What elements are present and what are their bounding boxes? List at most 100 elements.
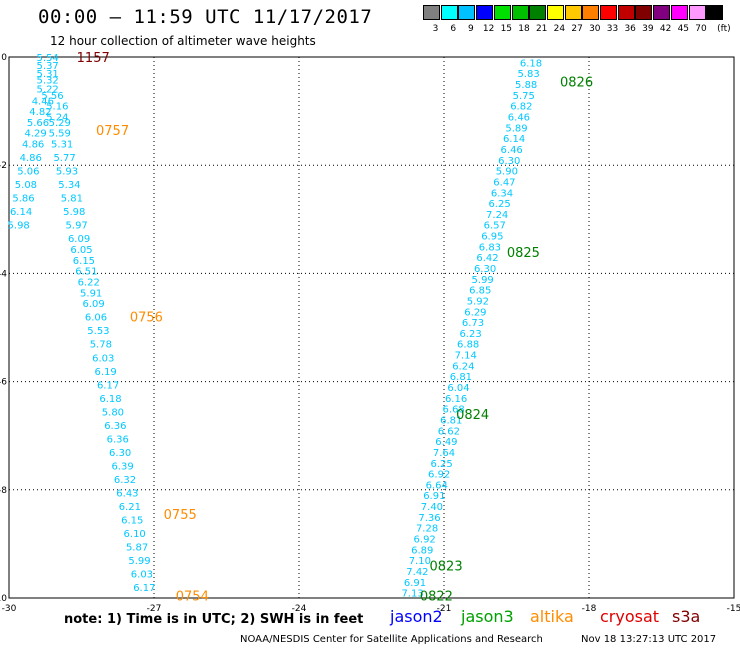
legend-label: 33: [606, 24, 619, 34]
swh-value-label: 6.21: [119, 502, 141, 513]
legend-label: 70: [695, 24, 707, 34]
swh-value-label: 5.93: [56, 167, 78, 178]
swh-value-label: 5.87: [126, 543, 148, 554]
swh-value-label: 6.23: [459, 329, 481, 340]
legend-swatch: [600, 5, 617, 20]
swh-value-label: 6.95: [481, 232, 503, 243]
swh-value-label: 5.75: [513, 91, 535, 102]
swh-value-label: 5.83: [517, 69, 539, 80]
swh-value-label: 7.28: [416, 524, 438, 535]
swh-value-label: 5.86: [12, 194, 34, 205]
swh-value-label: 6.06: [85, 313, 107, 324]
legend-swatch: [617, 5, 635, 20]
swh-value-label: 5.34: [58, 180, 80, 191]
swh-value-label: 6.42: [476, 253, 498, 264]
swh-value-label: 5.06: [17, 167, 39, 178]
swh-value-label: 6.83: [479, 242, 501, 253]
track-time-label: 0756: [130, 311, 163, 326]
swh-value-label: 7.40: [421, 502, 443, 513]
swh-value-label: 6.92: [428, 470, 450, 481]
swh-value-label: 6.36: [104, 421, 126, 432]
legend-label: 15: [500, 24, 513, 34]
swh-value-label: 6.22: [78, 278, 100, 289]
swh-value-label: 6.92: [414, 534, 436, 545]
swh-value-label: 6.39: [111, 461, 133, 472]
swh-value-label: 5.66: [27, 118, 49, 129]
swh-value-label: 6.19: [95, 367, 117, 378]
legend-label: 39: [642, 24, 654, 34]
lon-tick-label: -30: [2, 604, 17, 614]
legend-label: 24: [553, 24, 566, 34]
credit-text: NOAA/NESDIS Center for Satellite Applica…: [240, 634, 543, 645]
swh-value-label: 5.29: [49, 118, 71, 129]
satellite-name: jason2: [390, 607, 443, 626]
legend-swatch: [511, 5, 529, 20]
swh-value-label: 7.42: [406, 567, 428, 578]
legend-label: 21: [535, 24, 548, 34]
swh-value-label: 5.56: [41, 91, 63, 102]
legend-label: 30: [589, 24, 601, 34]
swh-value-label: 6.15: [121, 516, 143, 527]
swh-value-label: 5.08: [15, 180, 37, 191]
legend-swatch: [458, 5, 476, 20]
swh-value-label: 5.78: [90, 340, 112, 351]
swh-value-label: 6.91: [423, 491, 445, 502]
swh-value-label: 5.80: [102, 407, 124, 418]
generated-timestamp: Nov 18 13:27:13 UTC 2017: [581, 634, 717, 645]
swh-value-label: 6.17: [133, 583, 155, 594]
swh-value-label: 5.97: [66, 221, 88, 232]
swh-value-label: 6.09: [82, 299, 104, 310]
swh-value-label: 6.25: [430, 459, 452, 470]
swh-value-label: 6.57: [484, 221, 506, 232]
swh-value-label: 6.03: [131, 570, 153, 581]
swh-value-label: 6.82: [510, 102, 532, 113]
swh-value-label: 6.32: [114, 475, 136, 486]
swh-value-label: 7.36: [418, 513, 440, 524]
swh-value-label: 4.86: [20, 153, 42, 164]
track-time-label: 0757: [96, 124, 129, 139]
legend-label: 18: [518, 24, 530, 34]
swh-value-label: 5.81: [61, 194, 83, 205]
swh-value-label: 5.98: [63, 207, 85, 218]
legend-swatch: [582, 5, 600, 20]
swh-value-label: 5.90: [496, 167, 518, 178]
swh-value-label: 5.24: [46, 113, 68, 124]
legend-unit: (ft): [717, 24, 731, 34]
track-time-label: 0754: [176, 589, 209, 604]
legend-swatch: [423, 5, 440, 20]
swh-value-label: 6.18: [520, 58, 542, 69]
lat-tick-label: 0: [1, 53, 7, 63]
swh-value-label: 7.13: [401, 589, 423, 600]
swh-value-label: 5.98: [8, 221, 30, 232]
swh-value-label: 6.47: [493, 177, 515, 188]
page-title: 00:00 – 11:59 UTC 11/17/2017: [38, 6, 373, 28]
swh-value-label: 5.89: [505, 123, 527, 134]
swh-value-label: 7.24: [486, 210, 508, 221]
lon-tick-label: -18: [582, 604, 597, 614]
legend-swatch: [688, 5, 706, 20]
swh-value-label: 6.85: [469, 286, 491, 297]
satellite-name: cryosat: [600, 607, 660, 626]
swh-value-label: 7.14: [455, 351, 477, 362]
swh-value-label: 6.49: [435, 437, 457, 448]
swh-value-label: 5.92: [467, 296, 489, 307]
satellite-name: s3a: [672, 607, 701, 626]
swh-value-label: 5.77: [53, 153, 75, 164]
satellite-name: altika: [530, 607, 574, 626]
legend-label: 3: [432, 24, 439, 34]
lat-tick-label: -2: [0, 161, 7, 171]
track-time-label: 0755: [164, 508, 197, 523]
satellite-name: jason3: [461, 607, 514, 626]
legend-swatch: [564, 5, 582, 20]
swh-value-label: 6.89: [411, 545, 433, 556]
swh-value-label: 5.99: [472, 275, 494, 286]
legend-swatch: [440, 5, 458, 20]
lat-tick-label: -10: [0, 594, 7, 604]
swh-value-label: 5.54: [37, 53, 59, 64]
swh-value-label: 6.34: [491, 188, 513, 199]
swh-value-label: 6.30: [109, 448, 131, 459]
swh-value-label: 6.05: [70, 245, 92, 256]
page-subtitle: 12 hour collection of altimeter wave hei…: [50, 34, 316, 48]
swh-value-label: 6.62: [438, 426, 460, 437]
swh-value-label: 5.31: [37, 69, 59, 80]
